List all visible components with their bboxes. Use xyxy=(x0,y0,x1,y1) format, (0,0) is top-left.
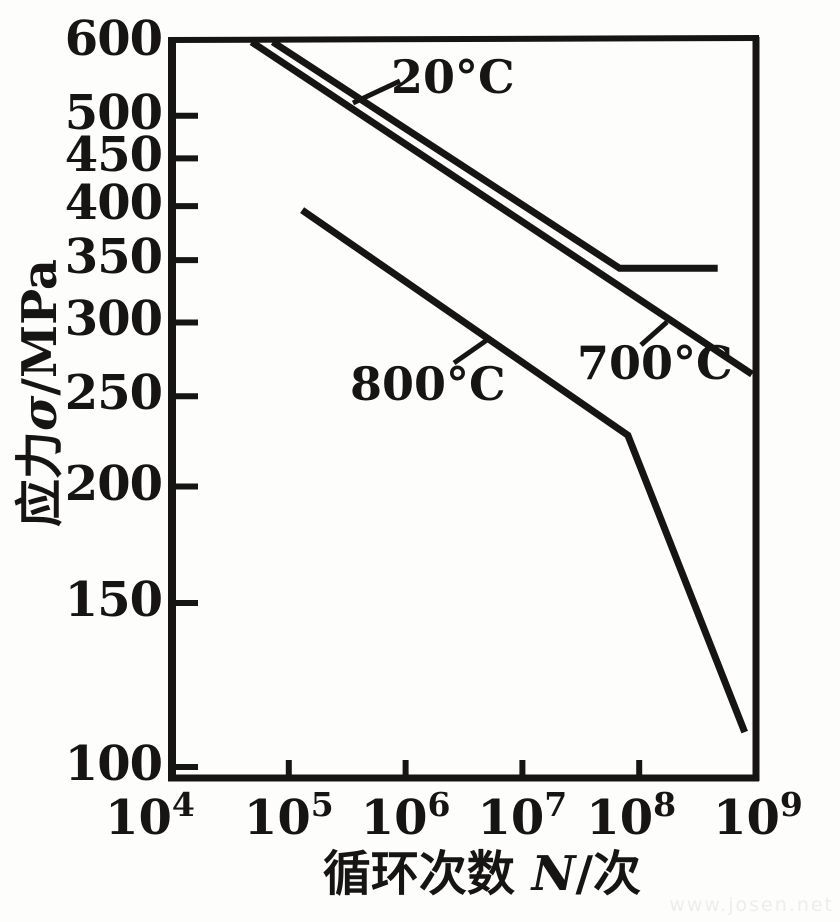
x-tick-label-1e5: 105 xyxy=(244,788,334,842)
x-tick-base: 10 xyxy=(586,790,654,846)
x-axis-title-symbol: N xyxy=(531,846,576,902)
curve-label-700c: 700°C xyxy=(577,336,733,390)
y-tick-label-600: 600 xyxy=(64,11,163,67)
curve-label-800c: 800°C xyxy=(350,357,506,411)
x-tick-exponent: 8 xyxy=(653,785,677,824)
y-tick-label-350: 350 xyxy=(64,229,163,286)
x-axis-title: 循环次数 N/次 xyxy=(323,850,641,898)
x-tick-base: 10 xyxy=(105,790,172,846)
x-tick-exponent: 5 xyxy=(310,785,334,824)
leader-line-800c xyxy=(452,337,489,366)
watermark-text: www.josen.net xyxy=(669,894,834,916)
x-tick-base: 10 xyxy=(477,790,545,846)
x-tick-label-1e9: 109 xyxy=(713,788,803,842)
top-border xyxy=(167,35,760,43)
x-tick-base: 10 xyxy=(243,790,311,846)
x-axis-title-suffix: /次 xyxy=(575,846,642,902)
x-tick-exponent: 4 xyxy=(171,785,195,824)
y-tick-label-400: 400 xyxy=(64,175,163,232)
x-tick-base: 10 xyxy=(713,790,780,846)
x-tick-label-1e7: 107 xyxy=(478,788,568,842)
x-tick-exponent: 9 xyxy=(779,785,803,824)
y-tick-label-250: 250 xyxy=(64,365,163,422)
y-tick-label-200: 200 xyxy=(64,455,163,512)
x-tick-base: 10 xyxy=(360,790,428,846)
curve-700c xyxy=(249,39,754,378)
y-axis-title-prefix: 应力 xyxy=(12,430,68,527)
x-tick-exponent: 7 xyxy=(544,785,568,824)
x-axis-title-prefix: 循环次数 xyxy=(322,846,532,902)
y-tick-label-500: 500 xyxy=(64,84,163,141)
y-tick-label-300: 300 xyxy=(64,291,163,348)
curve-800c xyxy=(300,207,748,734)
curve-20c xyxy=(270,39,718,272)
x-tick-exponent: 6 xyxy=(427,785,451,824)
x-tick-label-1e8: 108 xyxy=(586,788,676,842)
y-axis-title-suffix: /MPa xyxy=(12,259,68,396)
x-tick-label-1e6: 106 xyxy=(361,788,451,842)
y-axis-title: 应力σ/MPa xyxy=(12,259,68,527)
y-tick-label-150: 150 xyxy=(64,571,163,628)
x-tick-label-1e4: 104 xyxy=(105,788,195,842)
y-axis-title-symbol: σ xyxy=(12,395,68,431)
y-tick-label-100: 100 xyxy=(64,736,163,792)
y-tick-label-450: 450 xyxy=(64,127,163,184)
leader-line-700c xyxy=(639,320,669,347)
curve-label-20c: 20°C xyxy=(391,50,515,104)
